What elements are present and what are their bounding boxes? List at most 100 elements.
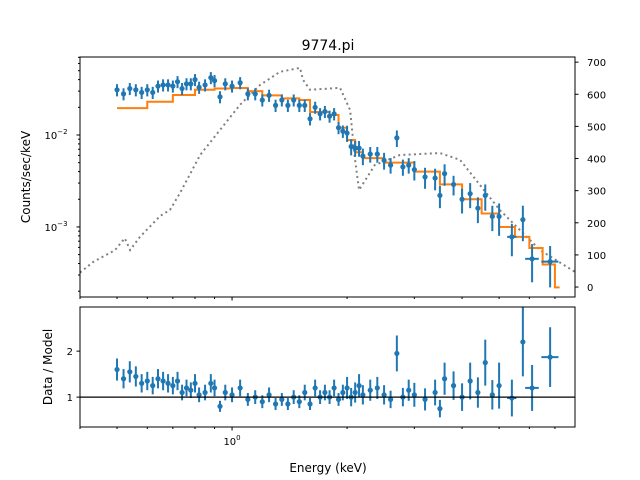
data-marker <box>352 145 358 151</box>
data-point <box>202 79 208 92</box>
data-point <box>196 81 202 94</box>
top-panel: 10−2 10−3 0 100 200 300 400 500 600 700 <box>44 56 606 301</box>
ratio-marker <box>340 389 346 396</box>
data-point <box>475 197 481 224</box>
data-marker <box>331 111 337 117</box>
data-marker <box>437 192 443 199</box>
ratio-point <box>467 362 473 400</box>
data-marker <box>344 130 350 136</box>
data-point <box>279 94 285 107</box>
ratio-point <box>160 371 166 391</box>
data-marker <box>422 174 428 180</box>
ratio-point <box>352 382 358 403</box>
right-y-tick-label: 700 <box>587 58 606 69</box>
data-point <box>374 147 380 163</box>
data-point <box>467 183 473 209</box>
data-marker <box>450 181 457 188</box>
data-point <box>360 148 366 166</box>
x-tick-label: 100 <box>223 434 240 448</box>
ratio-marker <box>437 406 443 412</box>
bottom-axes-frame <box>79 306 576 428</box>
ratio-marker <box>387 396 394 403</box>
data-point <box>326 110 333 123</box>
ratio-point <box>335 392 342 406</box>
data-point <box>381 152 387 170</box>
data-point <box>422 167 428 189</box>
ratio-point <box>222 384 228 401</box>
right-y-tick-label: 500 <box>587 122 606 133</box>
data-point <box>432 168 438 191</box>
data-point <box>406 158 412 174</box>
ratio-point <box>114 358 120 381</box>
ratio-point <box>127 361 133 383</box>
data-marker <box>217 94 223 100</box>
ratio-marker <box>432 389 438 396</box>
data-marker <box>155 83 161 89</box>
data-marker <box>406 162 412 168</box>
ratio-marker <box>211 385 218 391</box>
ratio-marker <box>296 399 302 405</box>
data-point <box>335 122 342 135</box>
ratio-marker <box>394 350 400 357</box>
chart-title: 9774.pi <box>302 38 355 54</box>
ratio-y-tick-label: 1 <box>67 393 73 404</box>
data-point <box>302 99 308 112</box>
data-point <box>394 130 400 148</box>
ratio-marker <box>155 376 161 382</box>
right-y-tick-label: 400 <box>587 155 606 166</box>
ratio-point <box>188 382 194 399</box>
data-point <box>285 99 291 112</box>
data-marker <box>387 162 394 168</box>
data-marker <box>252 91 258 97</box>
data-point <box>387 158 394 174</box>
ratio-point <box>279 392 285 406</box>
right-y-tick-label: 600 <box>587 90 606 101</box>
data-marker <box>302 102 308 108</box>
ratio-point <box>482 339 488 386</box>
data-marker <box>360 153 366 159</box>
right-y-tick-label: 0 <box>587 283 593 294</box>
ratio-point <box>208 374 214 393</box>
data-point <box>520 205 526 242</box>
data-point <box>222 78 228 91</box>
data-marker <box>432 175 438 181</box>
data-point <box>272 99 279 112</box>
data-marker <box>326 113 333 119</box>
data-point <box>183 78 190 91</box>
data-point <box>352 141 358 157</box>
data-marker <box>183 81 190 87</box>
ratio-marker <box>120 376 127 382</box>
data-point <box>211 75 218 88</box>
ratio-marker <box>509 395 515 401</box>
data-point <box>322 105 328 119</box>
data-point <box>482 184 488 211</box>
ratio-marker <box>179 389 185 396</box>
data-marker <box>520 217 526 223</box>
ratio-marker <box>422 396 428 403</box>
data-point <box>291 94 297 107</box>
ratio-point <box>520 307 526 377</box>
ratio-marker <box>188 387 194 393</box>
data-marker <box>381 157 387 163</box>
ratio-point <box>285 398 291 410</box>
data-point <box>317 108 323 121</box>
ratio-y-tick-label: 2 <box>67 347 73 358</box>
data-marker <box>192 77 198 83</box>
data-marker <box>208 75 214 81</box>
ratio-marker <box>381 392 387 398</box>
data-marker <box>482 192 488 199</box>
ratio-marker <box>441 376 448 382</box>
ratio-marker <box>160 378 166 384</box>
y-tick-label: 10−2 <box>44 128 67 142</box>
data-point <box>208 72 214 85</box>
data-marker <box>489 213 495 220</box>
data-marker <box>496 213 502 220</box>
y-tick-label: 10−3 <box>44 220 67 234</box>
ratio-marker <box>208 380 214 386</box>
ratio-point <box>441 362 448 395</box>
data-marker <box>285 102 291 108</box>
ratio-point <box>475 377 481 408</box>
ratio-point <box>331 379 337 397</box>
model-line <box>117 87 560 289</box>
ratio-point <box>411 382 417 407</box>
